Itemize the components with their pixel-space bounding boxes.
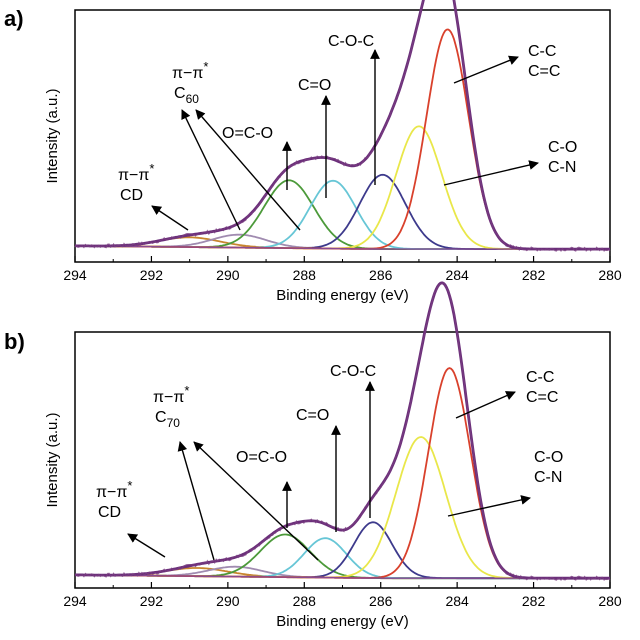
pi-fullerene-label-line2: C70 <box>155 409 180 430</box>
pi-cd-arrow <box>151 205 189 231</box>
co-label-line1: C-O <box>548 139 577 156</box>
x-axis-title: Binding energy (eV) <box>276 287 409 304</box>
pi-fullerene-label-line1: π−π* <box>172 59 208 82</box>
pi-cd-label-line2: CD <box>120 187 143 204</box>
pi-cd-label-line1: π−π* <box>118 161 154 184</box>
pi-fullerene-label-sub: 60 <box>186 92 200 106</box>
co-label-line1: C-O <box>534 449 563 466</box>
x-tick-label: 292 <box>140 593 164 609</box>
x-tick-label: 286 <box>369 267 393 283</box>
pi-fullerene-arrow <box>177 441 215 561</box>
pi-fullerene-label-sup: * <box>203 59 208 74</box>
panel-label: a) <box>4 6 24 31</box>
pi-fullerene-label-line2: C60 <box>174 85 199 106</box>
peak-co <box>75 436 610 580</box>
raw-data-line <box>74 0 611 252</box>
co-arrow <box>447 495 531 517</box>
x-tick-label: 294 <box>63 267 87 283</box>
x-tick-label: 280 <box>598 593 622 609</box>
x-tick-label: 288 <box>293 267 317 283</box>
cc-arrow <box>455 391 516 419</box>
x-tick-label: 290 <box>216 267 240 283</box>
pi-fullerene-arrow <box>181 109 241 231</box>
o-c-o-label: O=C-O <box>222 125 273 142</box>
panel-b: 294 292 290 288 286 284 282 280 Binding energy (… <box>4 281 622 630</box>
pi-fullerene-label-line1: π−π* <box>153 383 189 406</box>
x-tick-label: 282 <box>522 593 546 609</box>
peak-o_c_o <box>74 179 610 250</box>
co-label-line2: C-N <box>548 159 576 176</box>
pi-cd-label-sup: * <box>149 161 154 176</box>
peak-c_eq_o <box>74 179 610 250</box>
c-eq-o-label: C=O <box>298 77 331 94</box>
y-axis-title: Intensity (a.u.) <box>44 412 61 507</box>
cc-arrow <box>453 55 519 84</box>
co-label-line2: C-N <box>534 469 562 486</box>
pi-fullerene-arrow <box>193 441 319 561</box>
x-tick-label: 284 <box>445 267 469 283</box>
pi-cd-label-line2: CD <box>98 504 121 521</box>
x-tick-label: 288 <box>293 593 317 609</box>
x-tick-label: 290 <box>216 593 240 609</box>
panel-a: 294 292 290 288 286 284 282 280 Binding energy (… <box>4 0 622 304</box>
x-tick-label: 282 <box>522 267 546 283</box>
pi-cd-arrow <box>127 533 166 558</box>
raw-data-line <box>74 281 611 582</box>
o-c-o-label: O=C-O <box>236 449 287 466</box>
x-tick-label: 284 <box>445 593 469 609</box>
cc-label-line2: C=C <box>526 389 558 406</box>
c-o-c-label: C-O-C <box>330 363 376 380</box>
x-tick-label: 280 <box>598 267 622 283</box>
pi-fullerene-label-sub: 70 <box>167 416 181 430</box>
co-arrow <box>443 160 539 186</box>
y-axis-title: Intensity (a.u.) <box>44 88 61 183</box>
c-eq-o-label: C=O <box>296 407 329 424</box>
pi-cd-label-line1: π−π* <box>96 478 132 501</box>
x-tick-label: 294 <box>63 593 87 609</box>
cc-label-line1: C-C <box>528 43 556 60</box>
x-tick-label: 292 <box>140 267 164 283</box>
envelope-line <box>75 281 610 580</box>
pi-fullerene-arrow <box>195 109 301 231</box>
c-o-c-label: C-O-C <box>328 33 374 50</box>
panel-label: b) <box>4 329 25 354</box>
cc-label-line1: C-C <box>526 369 554 386</box>
pi-cd-label-sup: * <box>127 478 132 493</box>
x-axis-title: Binding energy (eV) <box>276 613 409 630</box>
cc-label-line2: C=C <box>528 63 560 80</box>
x-tick-label: 286 <box>369 593 393 609</box>
pi-fullerene-label-sup: * <box>184 383 189 398</box>
